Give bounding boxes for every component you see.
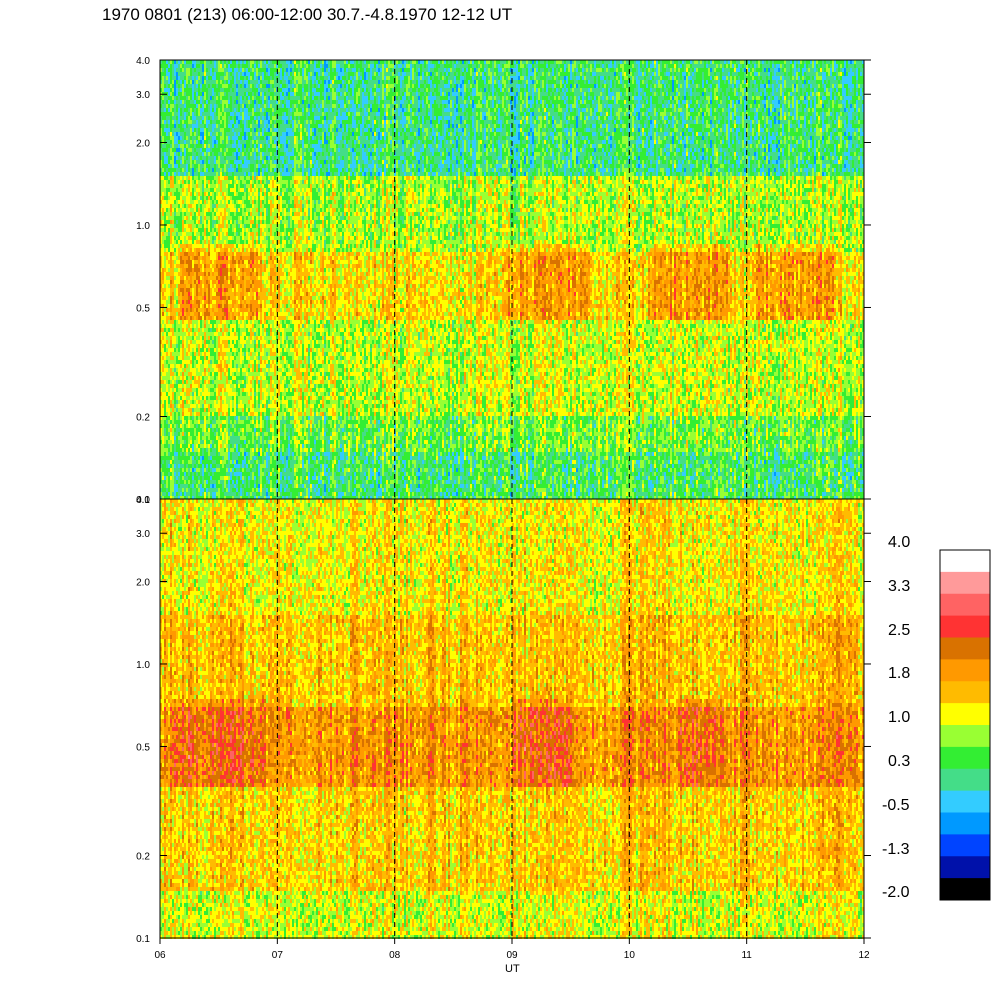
y-tick-label: 3.0 — [136, 529, 150, 540]
y-tick-label: 1.0 — [136, 660, 150, 671]
x-tick-label: 10 — [624, 950, 636, 961]
x-tick-label: 11 — [741, 950, 752, 961]
colorbar-swatch — [940, 747, 990, 769]
colorbar-swatch — [940, 638, 990, 660]
y-tick-label: 2.0 — [136, 577, 150, 588]
colorbar-swatch — [940, 572, 990, 594]
colorbar-swatch — [940, 813, 990, 835]
y-tick-label: 0.5 — [136, 742, 150, 753]
colorbar-swatch — [940, 834, 990, 856]
colorbar-swatch — [940, 703, 990, 725]
colorbar-swatch — [940, 878, 990, 900]
y-tick-label: 0.2 — [136, 413, 150, 424]
colorbar-swatch — [940, 769, 990, 791]
y-tick-label: 4.0 — [136, 495, 150, 506]
colorbar-swatch — [940, 856, 990, 878]
x-axis-label: UT — [505, 963, 520, 975]
y-tick-label: 0.5 — [136, 303, 150, 314]
y-tick-label: 0.1 — [136, 934, 150, 945]
y-tick-label: 4.0 — [136, 56, 150, 67]
y-tick-label: 3.0 — [136, 90, 150, 101]
colorbar-swatch — [940, 550, 990, 572]
colorbar-swatch — [940, 659, 990, 681]
x-tick-label: 12 — [858, 950, 870, 961]
x-tick-label: 07 — [272, 950, 284, 961]
colorbar-swatch — [940, 616, 990, 638]
y-tick-label: 1.0 — [136, 221, 150, 232]
colorbar-swatch — [940, 725, 990, 747]
x-tick-label: 06 — [154, 950, 166, 961]
y-tick-label: 2.0 — [136, 138, 150, 149]
y-tick-label: 0.2 — [136, 852, 150, 863]
colorbar-swatch — [940, 594, 990, 616]
x-tick-label: 08 — [389, 950, 401, 961]
colorbar-swatch — [940, 681, 990, 703]
colorbar — [940, 550, 990, 901]
colorbar-swatch — [940, 791, 990, 813]
x-tick-label: 09 — [506, 950, 518, 961]
